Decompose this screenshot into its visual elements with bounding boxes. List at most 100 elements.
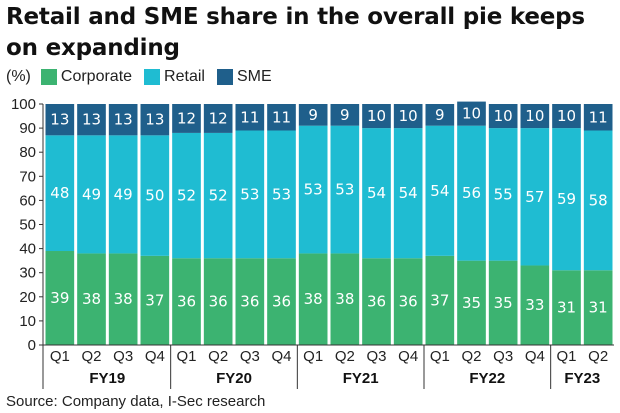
bar-segment-corporate — [235, 258, 265, 345]
y-tick-label: 20 — [19, 289, 36, 306]
bar-segment-corporate — [552, 270, 581, 345]
data-label-retail: 55 — [494, 185, 513, 203]
bar-segment-corporate — [425, 255, 455, 345]
x-tick-label: Q1 — [176, 348, 196, 365]
bar-segment-sme — [203, 104, 233, 133]
x-group-label: FY20 — [216, 370, 252, 387]
bar-segment-sme — [457, 101, 486, 126]
legend-swatch-corporate — [40, 69, 57, 85]
bar-segment-retail — [330, 125, 360, 254]
data-label-corporate: 31 — [589, 299, 608, 317]
data-label-retail: 52 — [177, 187, 196, 205]
data-label-retail: 54 — [399, 184, 418, 202]
data-label-corporate: 38 — [114, 290, 133, 308]
legend-item-corporate: Corporate — [40, 68, 132, 86]
data-label-corporate: 36 — [367, 293, 386, 311]
data-label-retail: 57 — [525, 188, 544, 206]
data-label-retail: 54 — [367, 184, 386, 202]
x-tick-label: Q2 — [81, 348, 101, 365]
x-tick-label: Q1 — [50, 348, 70, 365]
x-tick-label: Q2 — [208, 348, 228, 365]
data-label-sme: 13 — [82, 111, 101, 129]
bar-segment-corporate — [362, 258, 391, 345]
bar-segment-retail — [267, 130, 296, 259]
bar-segment-retail — [552, 128, 581, 271]
data-label-sme: 10 — [367, 107, 386, 125]
data-label-retail: 58 — [589, 191, 608, 209]
data-label-retail: 53 — [240, 185, 259, 203]
legend-label-retail: Retail — [164, 68, 205, 85]
bar-segment-sme — [172, 104, 201, 133]
x-tick-label: Q2 — [335, 348, 355, 365]
data-label-retail: 53 — [304, 181, 323, 199]
bar-segment-corporate — [203, 258, 233, 345]
legend: (%) Corporate Retail SME — [6, 66, 284, 88]
bar-segment-retail — [583, 130, 613, 271]
x-tick-label: Q3 — [366, 348, 386, 365]
data-label-retail: 53 — [272, 185, 291, 203]
bar-segment-sme — [235, 104, 265, 131]
y-tick-label: 100 — [11, 96, 36, 113]
bar-segment-retail — [425, 125, 455, 256]
legend-swatch-retail — [144, 69, 161, 85]
data-label-corporate: 31 — [557, 299, 576, 317]
data-label-corporate: 37 — [145, 291, 164, 309]
source-note: Source: Company data, I-Sec research — [6, 393, 266, 410]
bar-segment-retail — [45, 135, 75, 252]
bar-segment-retail — [520, 128, 550, 266]
x-tick-label: Q4 — [525, 348, 545, 365]
x-tick-label: Q3 — [240, 348, 260, 365]
bar-segment-sme — [552, 104, 581, 129]
chart-title: Retail and SME share in the overall pie … — [6, 4, 585, 61]
bar-segment-sme — [140, 104, 170, 136]
x-tick-label: Q3 — [493, 348, 513, 365]
bar-segment-retail — [203, 132, 233, 259]
x-group-label: FY19 — [89, 370, 125, 387]
bar-segment-retail — [172, 132, 201, 259]
data-label-corporate: 36 — [272, 293, 291, 311]
data-label-sme: 10 — [399, 107, 418, 125]
x-tick-label: Q1 — [303, 348, 323, 365]
data-label-retail: 54 — [430, 182, 449, 200]
bar-segment-sme — [330, 104, 360, 126]
bar-segment-retail — [298, 125, 328, 254]
x-tick-label: Q1 — [556, 348, 576, 365]
data-label-sme: 10 — [494, 107, 513, 125]
bar-segment-sme — [108, 104, 138, 136]
data-label-corporate: 38 — [82, 290, 101, 308]
data-label-retail: 49 — [82, 185, 101, 203]
bar-segment-corporate — [583, 270, 613, 345]
bar-segment-corporate — [393, 258, 423, 345]
y-tick-label: 80 — [19, 144, 36, 161]
x-tick-label: Q2 — [588, 348, 608, 365]
data-label-sme: 13 — [50, 111, 69, 129]
y-tick-label: 0 — [28, 337, 36, 354]
y-tick-label: 30 — [19, 265, 36, 282]
data-label-corporate: 36 — [177, 293, 196, 311]
x-tick-label: Q4 — [271, 348, 291, 365]
y-tick-label: 50 — [19, 217, 36, 234]
y-tick-label: 60 — [19, 192, 36, 209]
bar-segment-sme — [267, 104, 296, 131]
data-label-retail: 52 — [209, 187, 228, 205]
legend-label-sme: SME — [236, 68, 272, 85]
bar-segment-sme — [298, 104, 328, 126]
data-label-sme: 11 — [272, 108, 291, 126]
data-label-corporate: 38 — [335, 290, 354, 308]
bar-segment-retail — [108, 135, 138, 254]
y-tick-label: 70 — [19, 168, 36, 185]
x-group-label: FY23 — [564, 370, 600, 387]
data-label-sme: 13 — [114, 111, 133, 129]
data-label-sme: 13 — [145, 111, 164, 129]
x-tick-label: Q4 — [398, 348, 418, 365]
legend-item-retail: Retail — [144, 68, 205, 86]
bar-segment-retail — [393, 128, 423, 259]
data-label-sme: 9 — [435, 106, 445, 124]
bar-segment-sme — [425, 104, 455, 126]
data-label-retail: 56 — [462, 184, 481, 202]
data-label-sme: 11 — [589, 108, 608, 126]
bar-segment-retail — [77, 135, 106, 254]
data-label-retail: 53 — [335, 181, 354, 199]
bar-segment-corporate — [298, 253, 328, 345]
